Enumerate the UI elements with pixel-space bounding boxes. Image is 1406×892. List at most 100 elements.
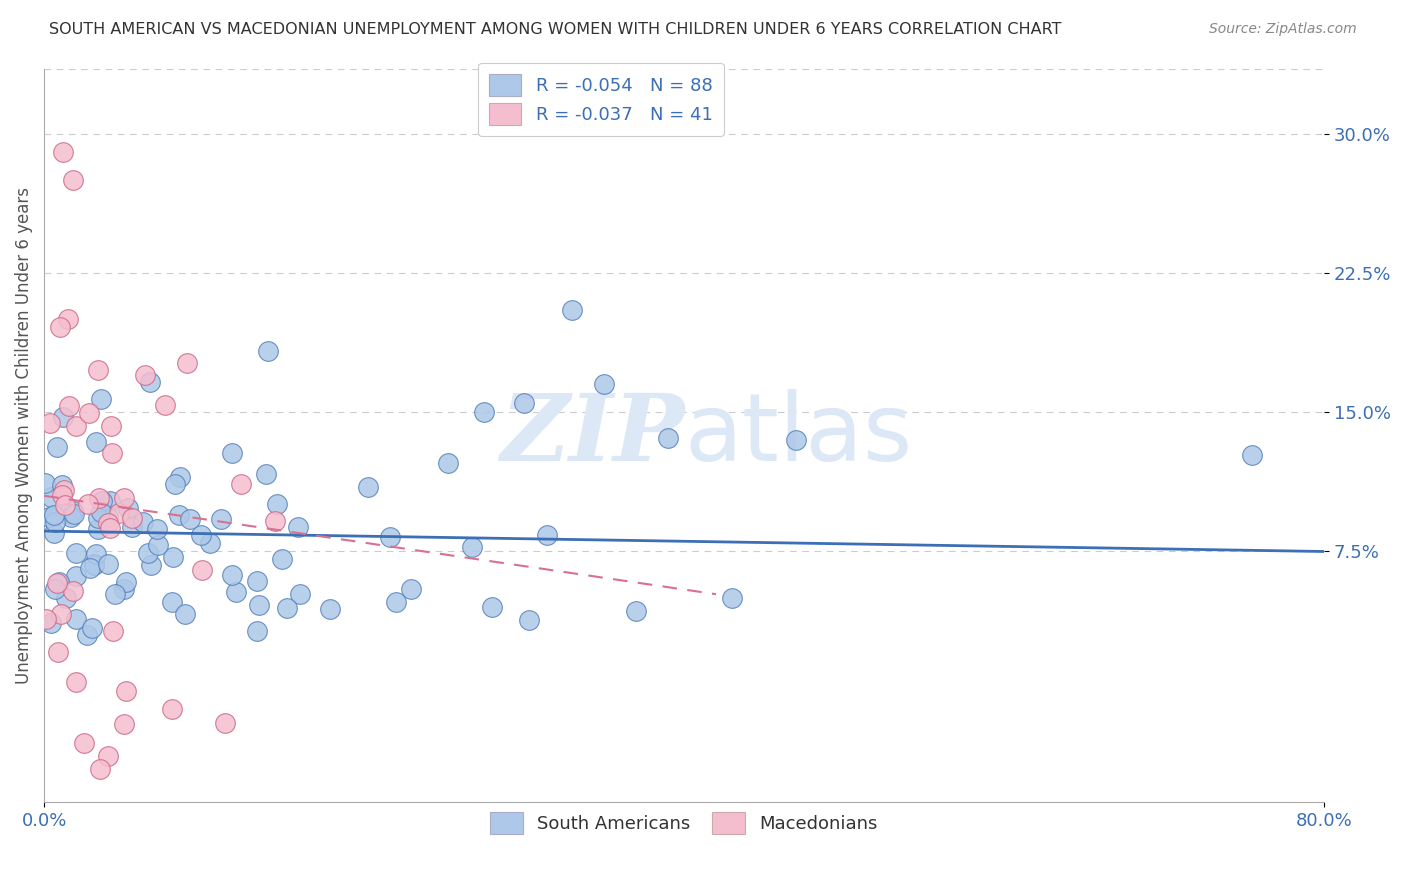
Point bbox=[100, 521, 122, 535]
Point bbox=[245, 624, 267, 639]
Point bbox=[221, 567, 243, 582]
Point bbox=[51, 478, 73, 492]
Point bbox=[399, 582, 422, 596]
Point bbox=[162, 549, 184, 564]
Point bbox=[247, 598, 270, 612]
Point bbox=[83, 557, 105, 571]
Point bbox=[90, 392, 112, 406]
Point bbox=[319, 601, 342, 615]
Point bbox=[254, 467, 277, 481]
Point bbox=[44, 515, 66, 529]
Point bbox=[108, 506, 131, 520]
Point bbox=[79, 560, 101, 574]
Point bbox=[271, 551, 294, 566]
Point bbox=[209, 512, 232, 526]
Point bbox=[378, 531, 401, 545]
Point bbox=[42, 525, 65, 540]
Point bbox=[62, 583, 84, 598]
Point bbox=[86, 435, 108, 450]
Point bbox=[44, 582, 66, 597]
Point bbox=[513, 396, 536, 410]
Point bbox=[561, 303, 583, 318]
Point bbox=[114, 575, 136, 590]
Point bbox=[90, 505, 112, 519]
Point bbox=[49, 320, 72, 334]
Point bbox=[519, 613, 541, 627]
Point bbox=[536, 528, 558, 542]
Point bbox=[39, 490, 62, 504]
Point bbox=[45, 576, 67, 591]
Point bbox=[214, 716, 236, 731]
Point bbox=[100, 446, 122, 460]
Point bbox=[97, 516, 120, 530]
Point bbox=[80, 621, 103, 635]
Point bbox=[76, 628, 98, 642]
Point bbox=[89, 491, 111, 505]
Point bbox=[257, 343, 280, 358]
Point bbox=[51, 488, 73, 502]
Point bbox=[97, 557, 120, 571]
Point bbox=[136, 546, 159, 560]
Point bbox=[115, 684, 138, 698]
Text: SOUTH AMERICAN VS MACEDONIAN UNEMPLOYMENT AMONG WOMEN WITH CHILDREN UNDER 6 YEAR: SOUTH AMERICAN VS MACEDONIAN UNEMPLOYMEN… bbox=[49, 22, 1062, 37]
Point bbox=[461, 541, 484, 555]
Point bbox=[131, 515, 153, 529]
Point bbox=[73, 736, 96, 750]
Point bbox=[52, 483, 75, 497]
Point bbox=[100, 419, 122, 434]
Point bbox=[221, 446, 243, 460]
Point bbox=[58, 399, 80, 413]
Point bbox=[276, 601, 298, 615]
Point bbox=[287, 520, 309, 534]
Point bbox=[721, 591, 744, 605]
Text: ZIP: ZIP bbox=[499, 391, 683, 481]
Point bbox=[266, 497, 288, 511]
Point bbox=[160, 594, 183, 608]
Point bbox=[165, 477, 187, 491]
Point bbox=[87, 510, 110, 524]
Point bbox=[112, 717, 135, 731]
Point bbox=[77, 407, 100, 421]
Point bbox=[98, 494, 121, 508]
Point bbox=[34, 476, 56, 491]
Point bbox=[198, 536, 221, 550]
Point bbox=[385, 594, 408, 608]
Text: atlas: atlas bbox=[683, 390, 912, 482]
Legend: South Americans, Macedonians: South Americans, Macedonians bbox=[479, 801, 889, 845]
Point bbox=[76, 497, 98, 511]
Point bbox=[55, 591, 77, 605]
Point bbox=[288, 587, 311, 601]
Point bbox=[104, 587, 127, 601]
Point bbox=[83, 558, 105, 573]
Point bbox=[112, 582, 135, 596]
Point bbox=[39, 416, 62, 430]
Point bbox=[225, 585, 247, 599]
Point bbox=[1240, 448, 1263, 462]
Point bbox=[357, 480, 380, 494]
Point bbox=[56, 312, 79, 326]
Point bbox=[593, 377, 616, 392]
Point bbox=[785, 433, 807, 447]
Point bbox=[121, 511, 143, 525]
Point bbox=[51, 607, 73, 621]
Point bbox=[65, 546, 87, 560]
Point bbox=[190, 527, 212, 541]
Point bbox=[246, 574, 269, 588]
Point bbox=[62, 508, 84, 522]
Point bbox=[91, 494, 114, 508]
Point bbox=[86, 547, 108, 561]
Point bbox=[134, 368, 156, 383]
Point bbox=[121, 520, 143, 534]
Point bbox=[46, 645, 69, 659]
Point bbox=[97, 510, 120, 524]
Point bbox=[229, 476, 252, 491]
Point bbox=[160, 702, 183, 716]
Y-axis label: Unemployment Among Women with Children Under 6 years: Unemployment Among Women with Children U… bbox=[15, 187, 32, 684]
Point bbox=[87, 522, 110, 536]
Point bbox=[437, 456, 460, 470]
Point bbox=[153, 398, 176, 412]
Point bbox=[60, 510, 83, 524]
Point bbox=[112, 491, 135, 505]
Point bbox=[65, 674, 87, 689]
Point bbox=[117, 501, 139, 516]
